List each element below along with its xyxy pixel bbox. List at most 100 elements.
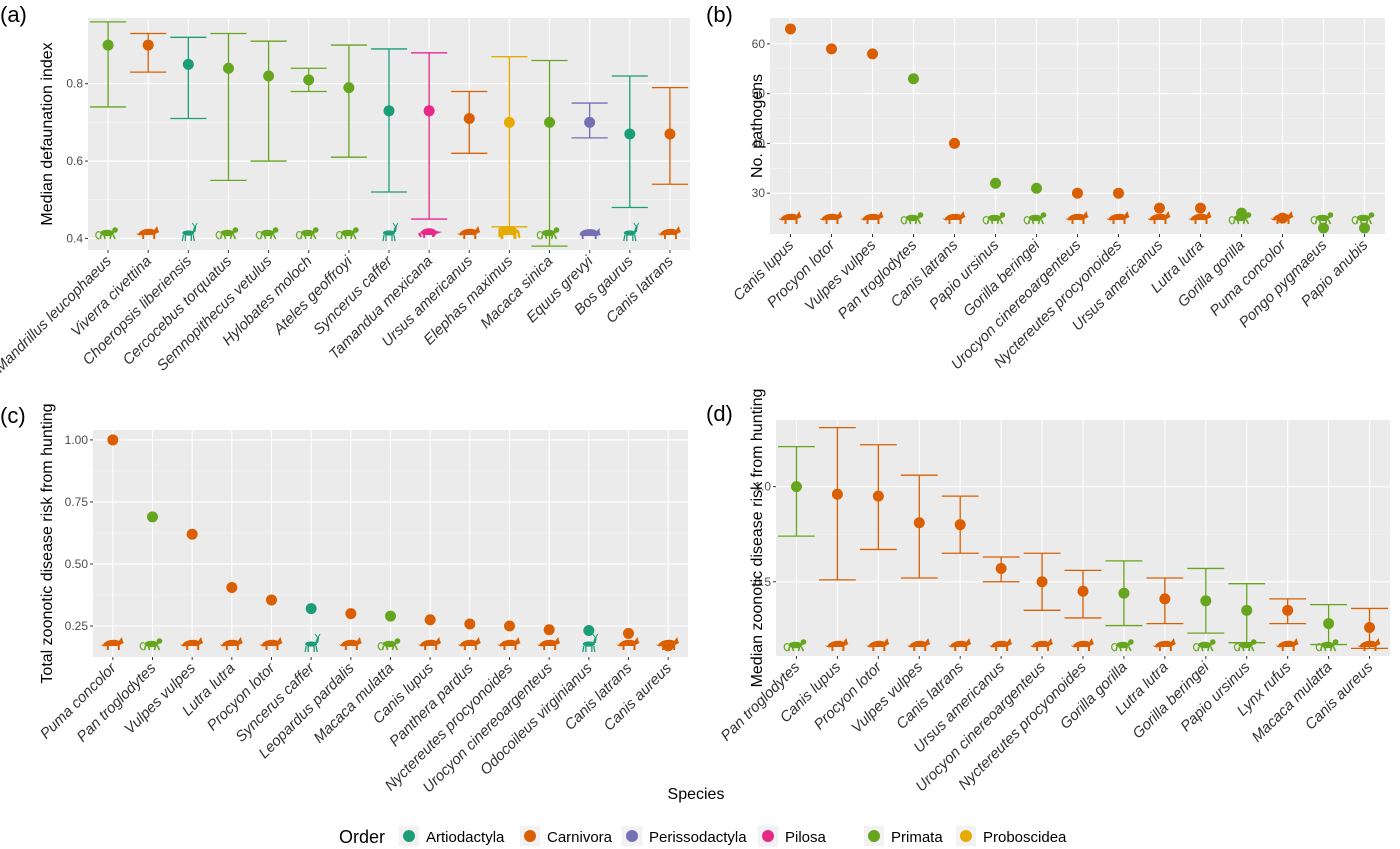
data-point-procyon-lotor: [266, 594, 277, 606]
carnivore-icon: [259, 637, 283, 650]
y-tick-label: 40: [752, 136, 766, 150]
monkey-icon: [1233, 639, 1257, 652]
deer-icon: [382, 222, 399, 242]
legend-swatch: [524, 830, 536, 842]
legend-swatch: [762, 830, 774, 842]
carnivore-icon: [338, 637, 362, 650]
y-tick-label: 0.8: [66, 77, 83, 91]
legend-label: Primata: [891, 829, 943, 846]
legend-label: Artiodactyla: [426, 829, 505, 846]
carnivore-icon: [942, 211, 966, 224]
data-point-nyctereutes-procyonoides: [504, 620, 515, 632]
y-tick-label: 30: [752, 186, 766, 200]
data-point-pongo-pygmaeus: [1318, 222, 1329, 234]
carnivore-icon: [1065, 211, 1089, 224]
data-point-bos-gaurus: [624, 128, 636, 140]
data-point-tamandua-mexicana: [423, 105, 435, 117]
data-point-viverra-civettina: [142, 39, 154, 51]
data-point-macaca-sinica: [544, 116, 556, 128]
legend-item-artiodactyla: Artiodactyla: [399, 826, 505, 846]
data-point-papio-anubis: [1359, 222, 1370, 234]
data-point-lutra-lutra: [1159, 593, 1171, 605]
monkey-icon: [536, 227, 560, 240]
legend: Order Artiodactyla Carnivora Perissodactyl…: [339, 826, 1067, 847]
carnivore-icon: [537, 637, 561, 650]
data-point-nyctereutes-procyonoides: [1113, 187, 1124, 199]
monkey-icon: [982, 212, 1006, 225]
data-point-canis-latrans: [949, 137, 960, 149]
data-point-ateles-geoffroyi: [343, 82, 355, 94]
legend-swatch: [868, 830, 880, 842]
data-point-urocyon-cinereoargenteus: [1036, 576, 1048, 588]
panel-label: (b): [706, 2, 733, 27]
data-point-gorilla-gorilla: [1236, 207, 1247, 219]
carnivore-icon: [1147, 211, 1171, 224]
y-axis-label: Total zoonotic disease risk from hunting: [39, 403, 56, 683]
data-point-gorilla-beringei: [1200, 595, 1212, 607]
monkey-icon: [377, 638, 401, 651]
carnivore-icon: [1030, 638, 1054, 651]
carnivore-icon: [497, 637, 521, 650]
data-point-gorilla-gorilla: [1118, 587, 1130, 599]
y-tick-label: 0.75: [65, 495, 89, 509]
legend-title: Order: [339, 827, 385, 847]
monkey-icon: [900, 212, 924, 225]
y-tick-label: 60: [752, 37, 766, 51]
data-point-canis-latrans: [664, 128, 676, 140]
y-tick-label: 0.50: [65, 557, 89, 571]
data-point-gorilla-beringei: [1031, 182, 1042, 194]
monkey-icon: [295, 227, 319, 240]
elephant-icon: [498, 226, 521, 239]
anteater-icon: [418, 228, 443, 238]
monkey-icon: [215, 227, 239, 240]
y-axis-label: Median defaunation index: [39, 42, 56, 225]
legend-item-primata: Primata: [864, 826, 943, 846]
carnivore-icon: [1071, 638, 1094, 651]
error-bar: [250, 40, 287, 162]
data-point-semnopithecus-vetulus: [263, 70, 275, 82]
data-point-canis-aureus: [1364, 621, 1376, 633]
rhino-icon: [579, 228, 601, 239]
legend-label: Perissodactyla: [649, 829, 747, 846]
carnivore-icon: [1188, 211, 1212, 224]
data-point-macaca-mulatta: [1323, 618, 1335, 630]
data-point-odocoileus-virginianus: [583, 624, 595, 636]
error-bar: [531, 59, 568, 247]
legend-item-pilosa: Pilosa: [758, 826, 827, 846]
y-axis-label: Median zoonotic disease risk from huntin…: [749, 389, 766, 688]
data-point-urocyon-cinereoargenteus: [1072, 187, 1083, 199]
error-bar: [611, 75, 648, 209]
data-point-ursus-americanus: [1154, 202, 1165, 214]
data-point-procyon-lotor: [826, 43, 837, 55]
panel-label: (a): [0, 2, 27, 27]
monkey-icon: [255, 227, 279, 240]
data-point-ursus-americanus: [463, 113, 475, 125]
monkey-icon: [1192, 639, 1216, 652]
data-point-urocyon-cinereoargenteus: [543, 624, 555, 636]
error-bar: [90, 21, 127, 108]
carnivore-icon: [1357, 638, 1381, 651]
carnivore-icon: [616, 637, 640, 650]
carnivore-icon: [219, 637, 243, 650]
error-bar: [210, 32, 247, 182]
deer-icon: [582, 633, 599, 653]
data-point-papio-ursinus: [1241, 604, 1253, 616]
monkey-icon: [1111, 639, 1134, 652]
panel-label: (d): [706, 401, 733, 426]
carnivore-icon: [1152, 638, 1176, 651]
monkey-icon: [783, 639, 807, 652]
data-point-lutra-lutra: [226, 582, 238, 594]
data-point-syncerus-caffer: [305, 603, 317, 615]
y-tick-label: 0.6: [66, 154, 83, 168]
error-bar: [170, 36, 207, 120]
monkey-icon: [1310, 212, 1334, 225]
data-point-hylobates-moloch: [303, 74, 315, 86]
data-point-canis-lupus: [424, 614, 436, 626]
x-tick-label: Vulpes vulpes: [801, 236, 879, 314]
legend-swatch: [960, 830, 972, 842]
data-point-ursus-americanus: [995, 562, 1007, 574]
data-point-vulpes-vulpes: [913, 517, 925, 529]
legend-item-perissodactyla: Perissodactyla: [622, 826, 747, 846]
